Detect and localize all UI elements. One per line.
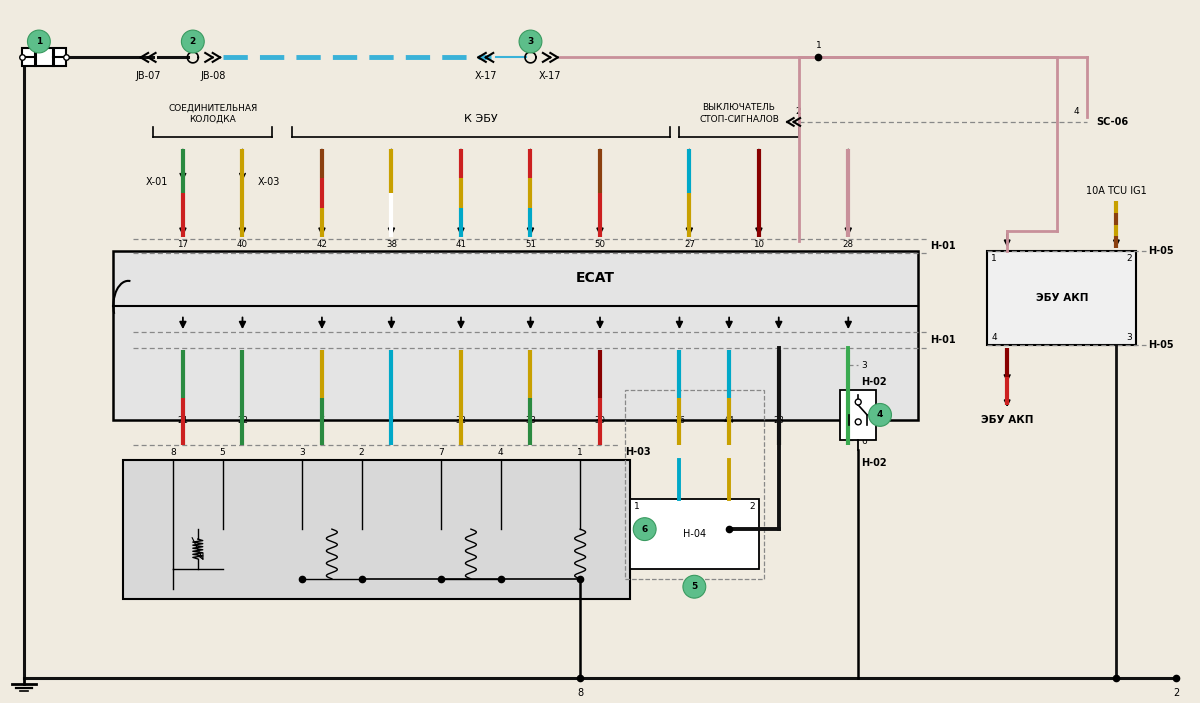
Circle shape [181,30,204,53]
Text: Н-01: Н-01 [930,241,955,251]
Text: 3: 3 [527,37,534,46]
Bar [625,390,764,579]
Text: Н-05: Н-05 [1148,340,1174,350]
Text: 10: 10 [754,240,764,249]
Circle shape [683,575,706,598]
Text: ECAT: ECAT [576,271,614,285]
Text: 22: 22 [236,416,248,425]
Bar [630,499,758,569]
Text: ЭБУ АКП: ЭБУ АКП [1036,293,1088,303]
Text: 3: 3 [299,448,305,457]
Text: 2: 2 [190,37,196,46]
Text: Н-01: Н-01 [930,335,955,345]
Text: 1: 1 [577,448,583,457]
Text: 41: 41 [456,240,467,249]
Circle shape [869,404,892,426]
Text: Н-05: Н-05 [1148,246,1174,256]
Text: К ЭБУ: К ЭБУ [464,114,498,124]
Text: 27: 27 [684,240,695,249]
Bar [124,460,630,599]
Text: 2: 2 [359,448,365,457]
Text: 4: 4 [1074,107,1080,116]
Text: 32: 32 [456,416,467,425]
Text: 51: 51 [524,240,536,249]
Text: 33: 33 [524,416,536,425]
Text: 45: 45 [842,416,853,425]
Text: 40: 40 [236,240,248,249]
Text: 6: 6 [642,524,648,534]
Text: 3: 3 [1127,333,1133,342]
Text: Н-04: Н-04 [683,529,706,539]
Circle shape [520,30,542,53]
Text: 5: 5 [691,582,697,591]
Text: 5: 5 [319,416,325,425]
Text: 50: 50 [594,240,606,249]
Bar [988,251,1136,345]
Text: 6: 6 [862,437,866,446]
Text: 5: 5 [220,448,226,457]
Text: JB-07: JB-07 [136,71,161,82]
Text: 1: 1 [816,41,821,51]
Text: 2: 2 [1172,688,1180,698]
Text: 42: 42 [317,240,328,249]
Text: Н-03: Н-03 [625,447,650,457]
Bar [22,49,66,66]
Circle shape [28,30,50,53]
Text: Х-17: Х-17 [474,71,497,82]
Text: 38: 38 [386,240,397,249]
Text: 1: 1 [634,503,640,511]
Text: ЭБУ АКП: ЭБУ АКП [980,415,1033,425]
Text: 8: 8 [577,688,583,698]
Text: 1: 1 [991,254,997,263]
Text: 4: 4 [498,448,504,457]
Text: 4: 4 [389,416,394,425]
Text: SC-06: SC-06 [1097,117,1129,127]
Text: JB-08: JB-08 [200,71,226,82]
Text: 2: 2 [1127,254,1133,263]
Text: 10A TCU IG1: 10A TCU IG1 [1086,186,1147,196]
Text: 2: 2 [749,503,755,511]
Circle shape [856,399,862,405]
Text: 23: 23 [773,416,785,425]
Text: 7: 7 [438,448,444,457]
Bar [840,390,876,440]
Text: Н-02: Н-02 [862,366,887,387]
Text: 16: 16 [674,416,685,425]
Text: 21: 21 [178,416,188,425]
Text: 4: 4 [991,333,997,342]
Text: Х-17: Х-17 [539,71,562,82]
Circle shape [634,517,656,541]
Text: 44: 44 [724,416,734,425]
Text: 2: 2 [796,107,802,116]
Text: СОЕДИНИТЕЛЬНАЯ
КОЛОДКА: СОЕДИНИТЕЛЬНАЯ КОЛОДКА [168,103,257,124]
Circle shape [856,419,862,425]
Text: Н-02: Н-02 [862,446,887,468]
Text: 28: 28 [842,240,853,249]
Text: 3: 3 [862,361,866,370]
Text: 4: 4 [877,411,883,420]
Text: 8: 8 [170,448,176,457]
Text: 30: 30 [594,416,606,425]
Text: Х-01: Х-01 [145,176,168,186]
Bar [113,251,918,420]
Text: 17: 17 [178,240,188,249]
Text: Х-03: Х-03 [257,176,280,186]
Text: ВЫКЛЮЧАТЕЛЬ
СТОП-СИГНАЛОВ: ВЫКЛЮЧАТЕЛЬ СТОП-СИГНАЛОВ [700,103,779,124]
Text: 1: 1 [36,37,42,46]
